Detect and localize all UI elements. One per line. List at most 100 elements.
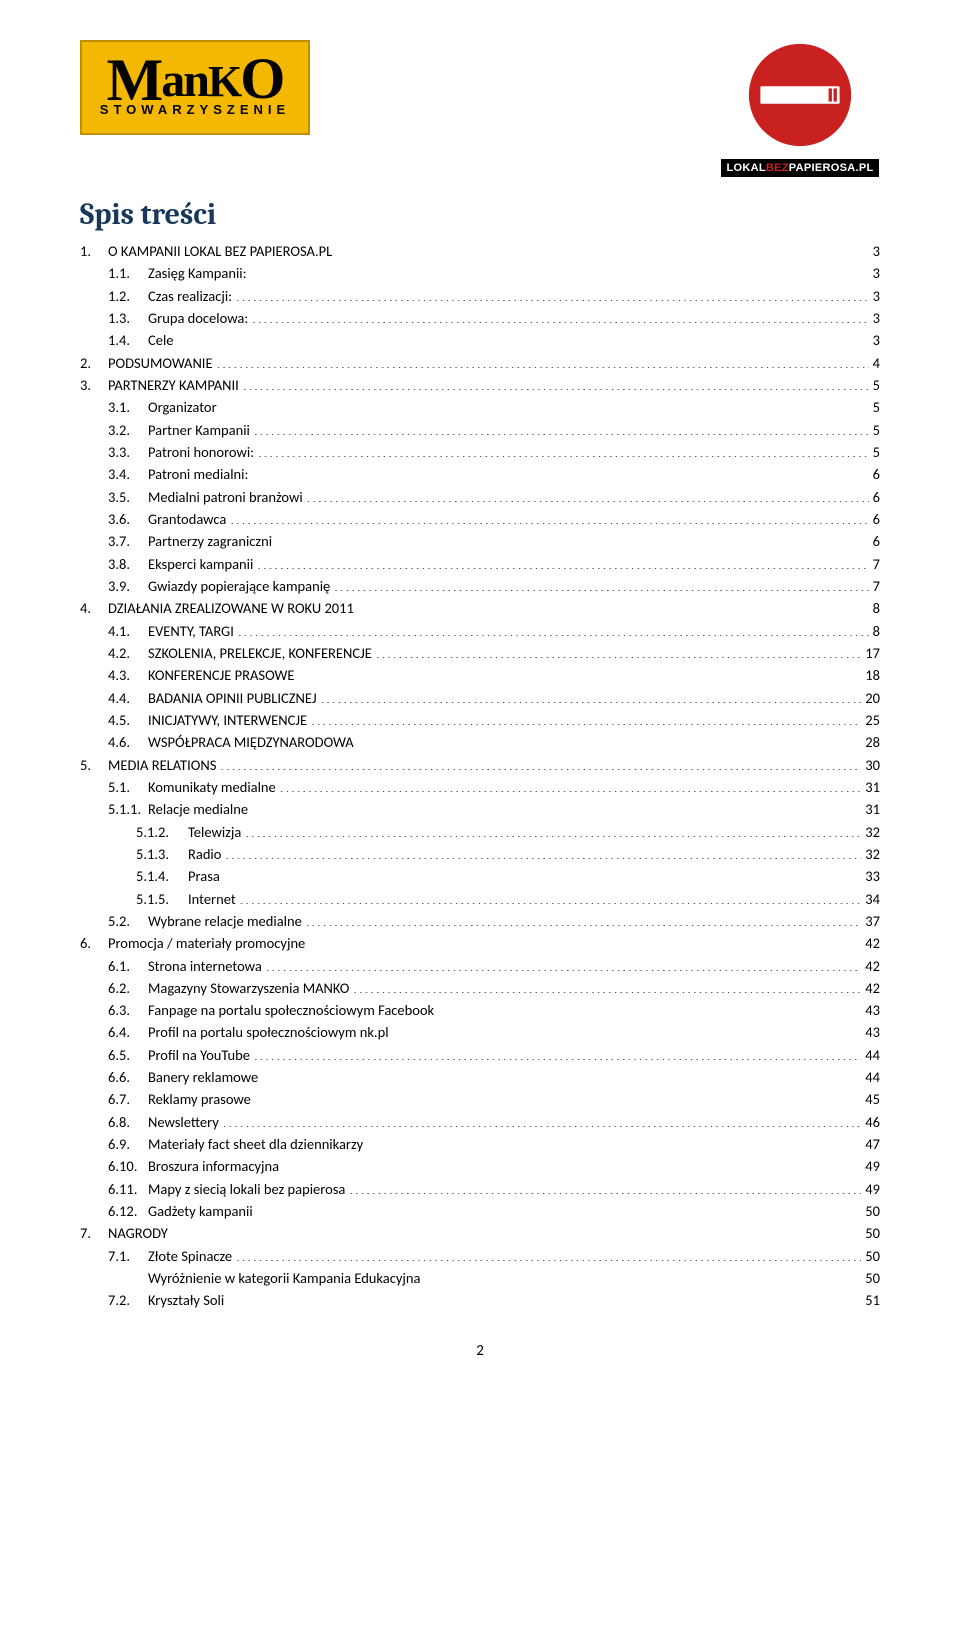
toc-entry-leader	[266, 956, 861, 971]
toc-entry-number: 1.3.	[108, 307, 148, 329]
toc-entry: 1.4.Cele3	[80, 329, 880, 351]
toc-entry: 5.1.4.Prasa 33	[80, 865, 880, 887]
toc-entry: 4.6.WSPÓŁPRACA MIĘDZYNARODOWA28	[80, 731, 880, 753]
toc-entry: 4.4.BADANIA OPINII PUBLICZNEJ 20	[80, 687, 880, 709]
toc-entry-page: 6	[869, 463, 880, 485]
toc-entry-page: 6	[869, 530, 880, 552]
toc-entry-label: Newslettery	[148, 1111, 223, 1133]
toc-entry-label: Kryształy Soli	[148, 1289, 228, 1311]
toc-entry-label: Reklamy prasowe	[148, 1088, 255, 1110]
toc-entry-label: Komunikaty medialne	[148, 776, 280, 798]
toc-entry: 3.5.Medialni patroni branżowi6	[80, 486, 880, 508]
toc-entry-number: 6.8.	[108, 1111, 148, 1133]
toc-entry-page: 28	[861, 731, 880, 753]
toc-entry: 3.2.Partner Kampanii5	[80, 419, 880, 441]
toc-entry: 5.1.5.Internet34	[80, 888, 880, 910]
toc-entry-number: 6.12.	[108, 1200, 148, 1222]
toc-entry: 4.3.KONFERENCJE PRASOWE18	[80, 664, 880, 686]
toc-entry-label: O KAMPANII LOKAL BEZ PAPIEROSA.PL	[108, 240, 336, 262]
toc-entry: 3.9.Gwiazdy popierające kampanię7	[80, 575, 880, 597]
toc-entry-leader	[252, 800, 861, 815]
toc-entry-number: 4.3.	[108, 664, 148, 686]
toc-entry-leader	[276, 532, 869, 547]
toc-entry-label: Gwiazdy popierające kampanię	[148, 575, 334, 597]
toc-entry-leader	[245, 822, 861, 837]
toc-entry-page: 5	[869, 441, 880, 463]
toc-entry-label: Partner Kampanii	[148, 419, 254, 441]
toc-entry-page: 34	[861, 888, 880, 910]
toc-entry-page: 31	[861, 798, 880, 820]
page-number-footer: 2	[80, 1342, 880, 1360]
toc-entry: 1.O KAMPANII LOKAL BEZ PAPIEROSA.PL3	[80, 240, 880, 262]
toc-entry-number: 3.3.	[108, 441, 148, 463]
toc-entry-label: Broszura informacyjna	[148, 1155, 283, 1177]
toc-entry-label: Relacje medialne	[148, 798, 252, 820]
toc-entry-leader	[258, 442, 869, 457]
toc-entry-leader	[225, 844, 861, 859]
toc-entry-page: 43	[861, 999, 880, 1021]
toc-entry-leader	[238, 621, 869, 636]
toc-entry: 7.NAGRODY50	[80, 1222, 880, 1244]
table-of-contents: 1.O KAMPANII LOKAL BEZ PAPIEROSA.PL31.1.…	[80, 240, 880, 1312]
toc-entry-page: 51	[861, 1289, 880, 1311]
toc-entry-leader	[283, 1157, 861, 1172]
toc-entry-number: 2.	[80, 352, 108, 374]
toc-entry: 4.2.SZKOLENIA, PRELEKCJE, KONFERENCJE17	[80, 642, 880, 664]
toc-entry-leader	[236, 1246, 861, 1261]
toc-entry-label: Gadżety kampanii	[148, 1200, 257, 1222]
toc-entry-number: 6.3.	[108, 999, 148, 1021]
toc-entry-leader	[309, 934, 861, 949]
toc-entry-number: 5.1.2.	[136, 821, 188, 843]
toc-entry-label: WSPÓŁPRACA MIĘDZYNARODOWA	[148, 731, 358, 753]
toc-entry-label: Grantodawca	[148, 508, 230, 530]
toc-entry-number: 5.1.4.	[136, 865, 188, 887]
toc-entry-number: 3.7.	[108, 530, 148, 552]
toc-entry-label: Patroni medialni:	[148, 463, 252, 485]
toc-entry-page: 17	[861, 642, 880, 664]
toc-entry: 1.3.Grupa docelowa:3	[80, 307, 880, 329]
toc-entry-page: 20	[861, 687, 880, 709]
toc-entry-number: 3.9.	[108, 575, 148, 597]
toc-entry-number: 4.4.	[108, 687, 148, 709]
toc-entry: 3.3.Patroni honorowi:5	[80, 441, 880, 463]
toc-entry-leader	[217, 353, 869, 368]
toc-entry: 3.7.Partnerzy zagraniczni 6	[80, 530, 880, 552]
toc-entry-label: BADANIA OPINII PUBLICZNEJ	[148, 687, 321, 709]
toc-entry-page: 50	[861, 1222, 880, 1244]
toc-entry-leader	[243, 375, 869, 390]
toc-entry-label: Partnerzy zagraniczni	[148, 530, 276, 552]
toc-entry-label: Telewizja	[188, 821, 245, 843]
toc-entry-label: Wybrane relacje medialne	[148, 910, 306, 932]
toc-entry-leader	[299, 666, 862, 681]
toc-entry-page: 3	[869, 329, 880, 351]
toc-entry: 3.8.Eksperci kampanii7	[80, 553, 880, 575]
toc-entry-number: 6.11.	[108, 1178, 148, 1200]
toc-entry-page: 30	[861, 754, 880, 776]
toc-entry-leader	[252, 308, 868, 323]
toc-entry-page: 18	[861, 664, 880, 686]
toc-entry-number: 1.	[80, 240, 108, 262]
toc-entry-label: Grupa docelowa:	[148, 307, 252, 329]
toc-entry-number: 6.6.	[108, 1066, 148, 1088]
toc-entry-leader	[221, 398, 869, 413]
toc-entry: 6.11.Mapy z siecią lokali bez papierosa4…	[80, 1178, 880, 1200]
toc-entry-number: 6.2.	[108, 977, 148, 999]
toc-entry-leader	[367, 1135, 861, 1150]
toc-entry-label: Fanpage na portalu społecznościowym Face…	[148, 999, 438, 1021]
logo-manko-box: ManKO STOWARZYSZENIE	[80, 40, 310, 135]
toc-entry-page: 46	[861, 1111, 880, 1133]
toc-entry-number: 5.	[80, 754, 108, 776]
toc-entry: 5.1.1.Relacje medialne31	[80, 798, 880, 820]
toc-entry-page: 25	[861, 709, 880, 731]
toc-entry-leader	[393, 1023, 862, 1038]
toc-entry-leader	[358, 599, 869, 614]
toc-entry-leader	[307, 487, 869, 502]
toc-entry-number: 4.1.	[108, 620, 148, 642]
toc-entry-label: Prasa	[188, 865, 224, 887]
toc-entry-page: 6	[869, 508, 880, 530]
toc-entry: 1.1.Zasięg Kampanii:3	[80, 262, 880, 284]
toc-entry-page: 32	[861, 821, 880, 843]
toc-entry-number: 6.5.	[108, 1044, 148, 1066]
toc-entry-page: 33	[861, 865, 880, 887]
toc-entry-number: 5.2.	[108, 910, 148, 932]
